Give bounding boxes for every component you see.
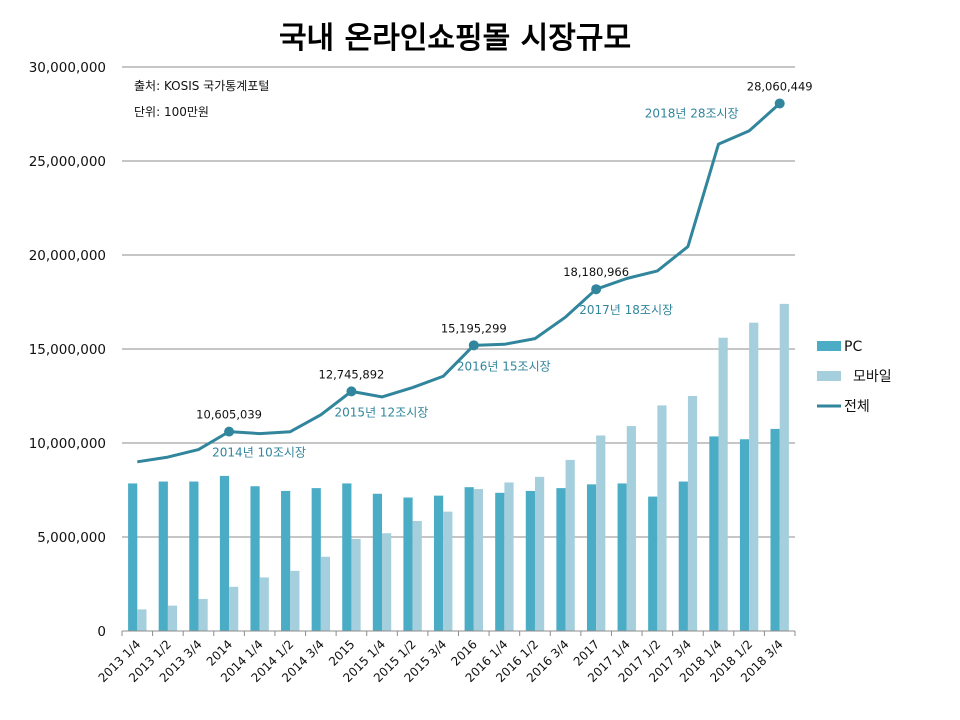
bar-pc	[770, 428, 780, 631]
legend-swatch	[817, 341, 841, 351]
market-annotation: 2014년 10조시장	[212, 446, 306, 460]
bar-pc	[495, 492, 505, 631]
line-marker	[468, 340, 479, 351]
bar-mobile	[596, 435, 606, 631]
bar-pc	[617, 483, 627, 631]
legend-label: 모바일	[853, 369, 892, 385]
bar-pc	[158, 481, 168, 631]
bar-mobile	[534, 476, 545, 631]
data-label: 10,605,039	[196, 408, 262, 422]
bar-pc	[128, 483, 138, 631]
market-annotation: 2016년 15조시장	[457, 359, 551, 373]
data-label: 15,195,299	[441, 321, 507, 335]
series-line-total	[137, 102, 781, 464]
legend-label: 전체	[844, 399, 870, 415]
y-tick-label: 20,000,000	[29, 248, 106, 264]
y-tick-label: 10,000,000	[29, 436, 106, 452]
bar-mobile	[167, 605, 178, 631]
bar-pc	[678, 481, 688, 631]
bar-mobile	[687, 396, 698, 631]
bar-pc	[311, 488, 321, 631]
bar-mobile	[504, 482, 514, 631]
total-line	[137, 102, 781, 464]
y-tick-label: 0	[97, 624, 106, 640]
bar-pc	[648, 496, 658, 631]
bar-mobile	[779, 303, 789, 631]
bar-pc	[556, 488, 566, 631]
bar-mobile	[351, 538, 361, 631]
bar-pc	[189, 481, 199, 631]
bar-pc	[250, 486, 260, 631]
bar-mobile	[718, 337, 728, 631]
bar-mobile	[229, 586, 239, 631]
market-annotation: 2017년 18조시장	[579, 303, 673, 317]
bar-mobile	[259, 577, 269, 631]
bar-pc	[739, 439, 750, 631]
market-annotation: 2015년 12조시장	[335, 405, 429, 419]
bar-mobile	[137, 609, 147, 631]
y-axis-ticks: 0 5,000,000 10,000,000 15,000,000 20,000,000…	[29, 60, 106, 640]
bar-mobile	[749, 322, 759, 631]
y-tick-label: 25,000,000	[29, 154, 106, 170]
bar-mobile	[320, 556, 331, 631]
bar-pc	[281, 490, 291, 631]
data-label: 28,060,449	[747, 79, 813, 93]
data-label: 12,745,892	[319, 367, 385, 381]
bar-pc	[403, 497, 413, 631]
y-tick-label: 15,000,000	[29, 342, 106, 358]
bar-pc	[586, 484, 597, 631]
bar-pc	[434, 495, 444, 631]
bar-mobile	[657, 405, 667, 631]
bar-mobile	[473, 489, 483, 631]
chart-title: 국내 온라인쇼핑몰 시장규모	[279, 21, 631, 56]
line-marker	[224, 426, 235, 437]
legend-swatch	[817, 371, 841, 381]
bar-mobile	[626, 426, 636, 631]
bar-pc	[219, 475, 230, 631]
line-marker	[591, 284, 602, 295]
bar-mobile	[412, 521, 422, 631]
bar-pc	[342, 483, 352, 631]
bar-mobile	[382, 533, 392, 631]
data-labels: 10,605,039 12,745,892 15,195,299 18,180,966…	[196, 79, 812, 459]
y-tick-label: 30,000,000	[29, 60, 106, 76]
line-marker	[774, 98, 785, 109]
data-label: 18,180,966	[563, 265, 629, 279]
bar-mobile	[565, 459, 575, 631]
bar-pc	[464, 487, 474, 631]
bar-pc	[709, 436, 719, 631]
bars	[128, 303, 789, 631]
axes	[121, 630, 796, 636]
bar-pc	[525, 490, 535, 631]
line-marker	[346, 386, 357, 397]
market-annotation: 2018년 28조시장	[645, 106, 739, 120]
bar-mobile	[198, 599, 208, 631]
bar-mobile	[443, 511, 453, 631]
source-note: 출처: KOSIS 국가통계포털	[134, 79, 269, 93]
bar-pc	[372, 493, 383, 631]
legend-label: PC	[844, 339, 862, 355]
unit-note: 단위: 100만원	[134, 105, 209, 119]
y-tick-label: 5,000,000	[37, 530, 106, 546]
bar-mobile	[290, 570, 300, 631]
